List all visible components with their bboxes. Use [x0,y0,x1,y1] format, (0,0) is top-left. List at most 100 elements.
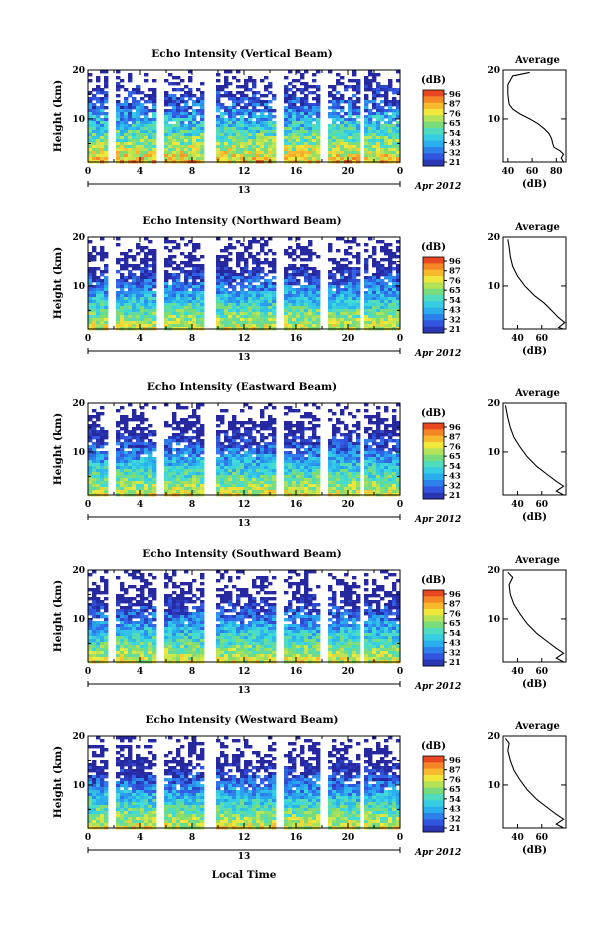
colorbar-tick: 54 [449,462,461,472]
colorbar-segment [423,768,444,776]
colorbar-tick: 76 [449,609,461,619]
colorbar-label: (dB) [421,242,446,253]
colorbar-tick: 76 [449,109,461,119]
panel-1: Echo Intensity (Vertical Beam) 10 20 Height… [52,48,567,196]
x-tick-label: 4 [137,167,143,177]
x-tick-label: 0 [397,833,403,843]
date-suffix: Apr 2012 [414,848,461,858]
colorbar-segment [423,153,444,161]
colorbar-segment [423,109,444,116]
colorbar-segment [423,590,444,597]
colorbar-segment [423,813,444,820]
profile-x-tick-label: 40 [511,833,524,843]
profile-x-tick-label: 60 [536,667,549,677]
colorbar-segment [423,115,444,123]
colorbar-segment [423,621,444,629]
x-tick-label: 12 [238,833,251,843]
colorbar-label: (dB) [421,408,446,419]
colorbar-segment [423,140,444,148]
panel-title: Echo Intensity (Eastward Beam) [147,381,337,393]
profile-y-tick-label: 20 [487,399,500,409]
panel-4: Echo Intensity (Southward Beam) 10 20 Heigh… [52,548,567,696]
colorbar-segment [423,314,444,321]
profile-line [504,405,565,496]
colorbar-tick: 87 [449,267,461,277]
panel-title: Echo Intensity (Northward Beam) [142,215,341,227]
colorbar-segment [423,301,444,309]
colorbar-tick: 65 [449,785,461,795]
x-tick-label: 16 [290,167,303,177]
profile-x-tick-label: 80 [550,167,563,177]
colorbar-tick: 43 [449,139,461,149]
colorbar-tick: 21 [449,824,461,834]
colorbar-segment [423,659,444,667]
profile-y-tick-label: 20 [487,566,500,576]
profile-line [504,738,565,829]
x-tick-label: 0 [85,167,91,177]
colorbar-tick: 54 [449,296,461,306]
x-tick-label: 4 [137,500,143,510]
profile-line [507,71,565,163]
y-tick-label: 10 [72,781,85,791]
panel-title: Echo Intensity (Westward Beam) [145,714,338,726]
colorbar-segment [423,825,444,833]
colorbar-segment [423,775,444,782]
colorbar-tick: 65 [449,119,461,129]
colorbar-segment [423,615,444,623]
profile-title: Average [514,555,560,566]
colorbar-segment [423,756,444,763]
colorbar-tick: 96 [449,756,461,766]
colorbar-segment [423,269,444,277]
colorbar-segment [423,653,444,661]
colorbar-tick: 32 [449,315,461,325]
x-tick-label: 20 [342,667,355,677]
x-tick-label: 16 [290,833,303,843]
colorbar-segment [423,121,444,129]
profile-title: Average [514,721,560,732]
profile-x-label: (dB) [522,679,547,690]
colorbar-tick: 87 [449,100,461,110]
x-tick-label: 8 [189,500,195,510]
x-tick-label: 4 [137,667,143,677]
colorbar-tick: 54 [449,795,461,805]
profile-y-tick-label: 20 [487,233,500,243]
profile-x-label: (dB) [522,512,547,523]
colorbar-tick: 43 [449,805,461,815]
colorbar-tick: 32 [449,481,461,491]
colorbar-segment [423,307,444,315]
colorbar-tick: 32 [449,814,461,824]
profile-y-tick-label: 10 [487,615,500,625]
x-tick-label: 0 [85,334,91,344]
x-tick-label: 8 [189,167,195,177]
colorbar-segment [423,435,444,443]
profile-x-tick-label: 40 [511,667,524,677]
colorbar-segment [423,492,444,500]
profile-x-tick-label: 40 [511,334,524,344]
profile-x-tick-label: 60 [526,167,539,177]
colorbar-segment [423,159,444,167]
colorbar-segment [423,134,444,142]
x-tick-label: 0 [85,667,91,677]
y-tick-label: 20 [72,66,85,76]
x-tick-label: 4 [137,334,143,344]
colorbar-label: (dB) [421,741,446,752]
colorbar-segment [423,128,444,135]
y-axis-label: Height (km) [52,80,64,152]
date-suffix: Apr 2012 [414,349,461,359]
colorbar-segment [423,628,444,635]
colorbar-tick: 76 [449,775,461,785]
colorbar-tick: 43 [449,639,461,649]
y-axis-label: Height (km) [52,746,64,818]
x-tick-label: 20 [342,167,355,177]
x-tick-label: 16 [290,667,303,677]
colorbar-segment [423,257,444,264]
profile-x-tick-label: 40 [511,500,524,510]
colorbar-tick: 43 [449,472,461,482]
colorbar-tick: 43 [449,306,461,316]
colorbar-segment [423,102,444,110]
panel-title: Echo Intensity (Southward Beam) [142,548,341,560]
colorbar-segment [423,423,444,430]
x-tick-label: 0 [397,667,403,677]
colorbar-segment [423,282,444,290]
date-label: 13 [238,186,251,196]
